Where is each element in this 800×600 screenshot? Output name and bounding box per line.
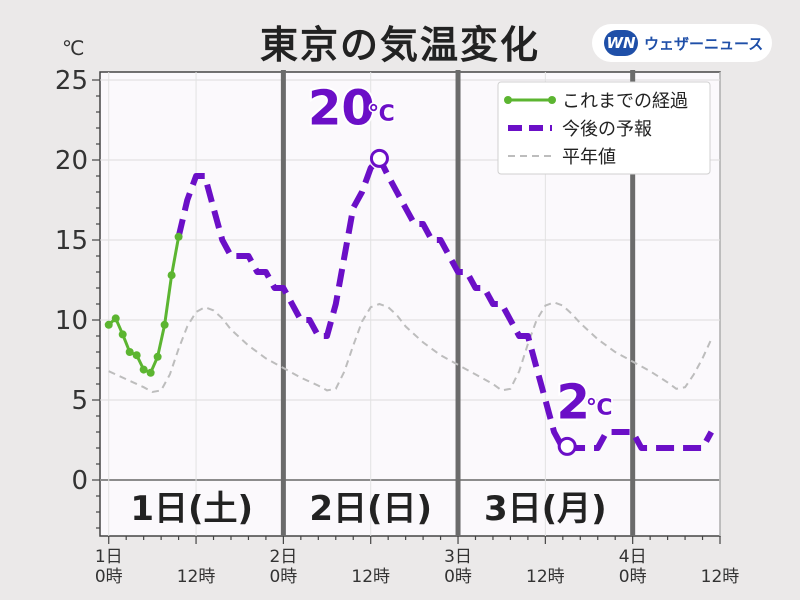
series-forecast-line (175, 155, 714, 451)
legend-swatch-observed-point (504, 96, 512, 104)
series-normal-line (108, 301, 713, 394)
brand-name: ウェザーニュース (644, 34, 764, 53)
day-label: 3日(月) (484, 489, 607, 529)
x-tick-label-day: 2日 (269, 547, 297, 567)
weathernews-logo-icon: WN (604, 30, 638, 56)
x-tick-label-day: 1日 (95, 547, 123, 567)
x-tick-label-day: 4日 (619, 547, 647, 567)
y-axis-unit: ℃ (62, 36, 85, 60)
x-tick-label-hour: 12時 (701, 567, 740, 587)
y-tick-label: 0 (71, 466, 88, 496)
series-observed-point (167, 271, 176, 280)
day-label: 2日(日) (309, 489, 432, 529)
series-observed-point (118, 330, 127, 339)
y-tick-label: 10 (55, 306, 88, 336)
y-tick-label: 15 (55, 226, 88, 256)
legend-label: これまでの経過 (562, 91, 688, 112)
annotation-marker-max (369, 148, 389, 168)
series-observed-point (153, 352, 162, 361)
legend-label: 平年値 (562, 147, 616, 168)
series-observed-point (104, 320, 113, 329)
x-tick-label-hour: 0時 (269, 567, 297, 587)
x-tick-label-hour: 12時 (177, 567, 216, 587)
series-observed-point (160, 320, 169, 329)
annotation-unit-max: ℃ (368, 101, 395, 126)
series-observed-point (132, 351, 141, 360)
day-label: 1日(土) (130, 489, 253, 529)
y-tick-label: 25 (55, 66, 88, 96)
annotation-unit-min: ℃ (586, 395, 613, 420)
series-observed-point (139, 365, 148, 374)
page-title: 東京の気温変化 (259, 23, 540, 67)
x-tick-label-hour: 12時 (526, 567, 565, 587)
annotation-value-min: 2 (556, 374, 589, 430)
legend-box (497, 81, 711, 175)
y-tick-label: 20 (55, 146, 88, 176)
series-observed-point (174, 232, 183, 241)
legend-swatch-observed-point (548, 96, 556, 104)
x-tick-label-hour: 0時 (95, 567, 123, 587)
x-tick-label-hour: 0時 (619, 567, 647, 587)
annotation-marker-min (557, 436, 577, 456)
x-tick-label-day: 3日 (444, 547, 472, 567)
y-tick-label: 5 (71, 386, 88, 416)
x-tick-label-hour: 12時 (351, 567, 390, 587)
brand-badge: WN ウェザーニュース (592, 24, 772, 62)
x-tick-label-hour: 0時 (444, 567, 472, 587)
annotation-value-max: 20 (308, 80, 375, 136)
legend-label: 今後の予報 (562, 119, 652, 140)
series-observed-point (146, 368, 155, 377)
series-observed-point (111, 314, 120, 323)
series-observed-point (125, 348, 134, 356)
